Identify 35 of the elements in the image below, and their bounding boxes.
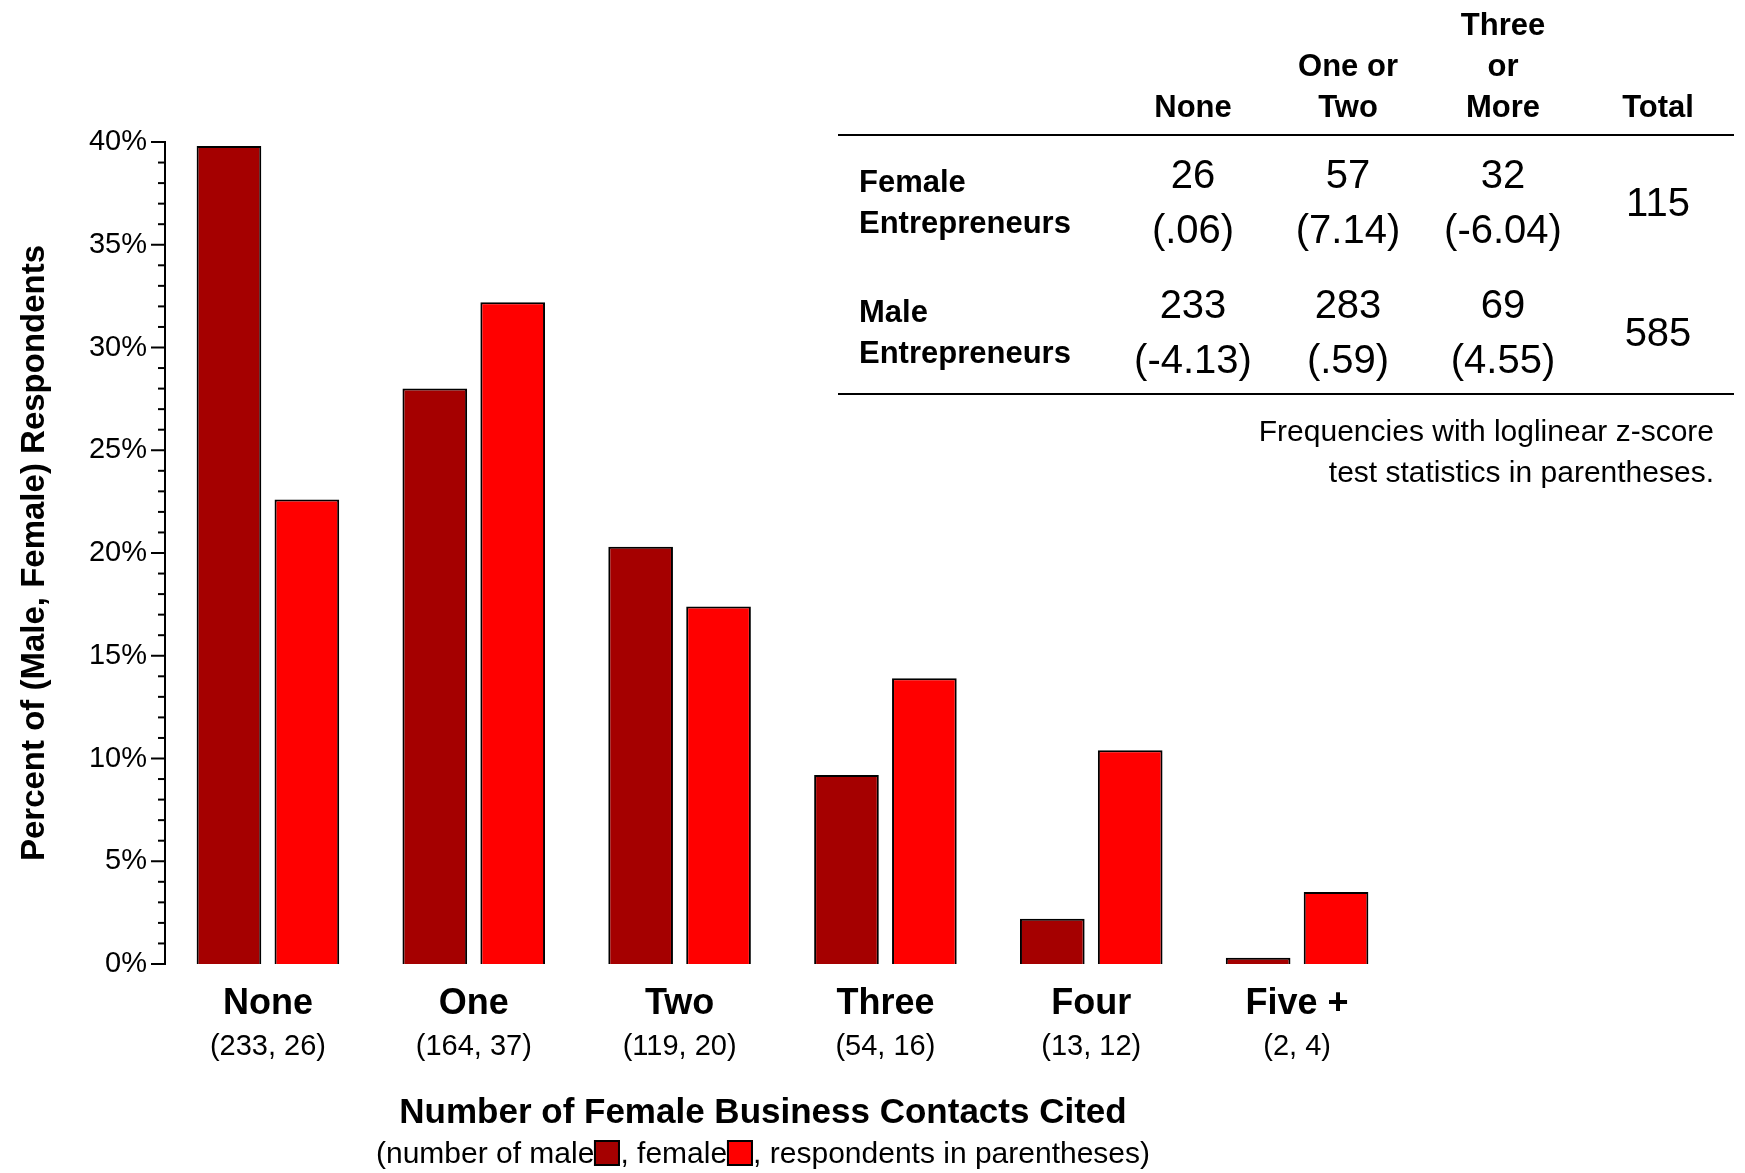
- text: Total: [1621, 88, 1695, 126]
- x-tick-label: Four (13, 12): [1041, 980, 1142, 1061]
- text: 585: [1623, 309, 1693, 356]
- annotation: 283 (.59): [1305, 281, 1391, 383]
- x-tick-label: Two (119, 20): [622, 980, 737, 1061]
- text: , respondents in parentheses): [753, 1136, 1151, 1170]
- text: , female: [620, 1136, 728, 1170]
- y-tick-label: 0%: [105, 946, 147, 978]
- text: 115: [1625, 179, 1691, 226]
- x-tick-label: None (233, 26): [209, 980, 326, 1061]
- text: 69 (4.55): [1449, 281, 1557, 383]
- x-tick-label: One (164, 37): [415, 980, 532, 1061]
- text: None: [1153, 88, 1233, 126]
- annotation: 57 (7.14): [1294, 151, 1402, 253]
- x-axis-title: Number of Female Business Contacts Cited: [399, 1091, 1127, 1131]
- y-axis-title: Percent of (Male, Female) Respondents: [14, 244, 52, 862]
- annotation: 233 (-4.13): [1133, 281, 1253, 383]
- y-tick-label: 30%: [88, 329, 147, 362]
- y-tick-label: 5%: [105, 843, 147, 876]
- text: 32 (-6.04): [1443, 151, 1563, 253]
- y-tick-label: 35%: [88, 226, 147, 259]
- text: Three or More: [1459, 6, 1547, 126]
- y-tick-label: 40%: [88, 124, 147, 156]
- y-tick-label: 20%: [88, 535, 147, 567]
- y-tick-label: 25%: [88, 432, 147, 465]
- x-tick-label: Five + (2, 4): [1245, 980, 1349, 1061]
- annotation: 26 (.06): [1150, 151, 1236, 253]
- y-tick-label: 15%: [88, 637, 147, 670]
- y-tick-label: 10%: [88, 740, 147, 773]
- annotation: Frequencies with loglinear z-score test statistics in parentheses.: [1258, 413, 1714, 490]
- x-tick-label: Three (54, 16): [835, 980, 936, 1061]
- text: One or Two: [1297, 47, 1399, 126]
- text: (number of male: [375, 1136, 595, 1170]
- annotation: Female Entrepreneurs: [859, 163, 1071, 242]
- annotation: Male Entrepreneurs: [859, 293, 1071, 372]
